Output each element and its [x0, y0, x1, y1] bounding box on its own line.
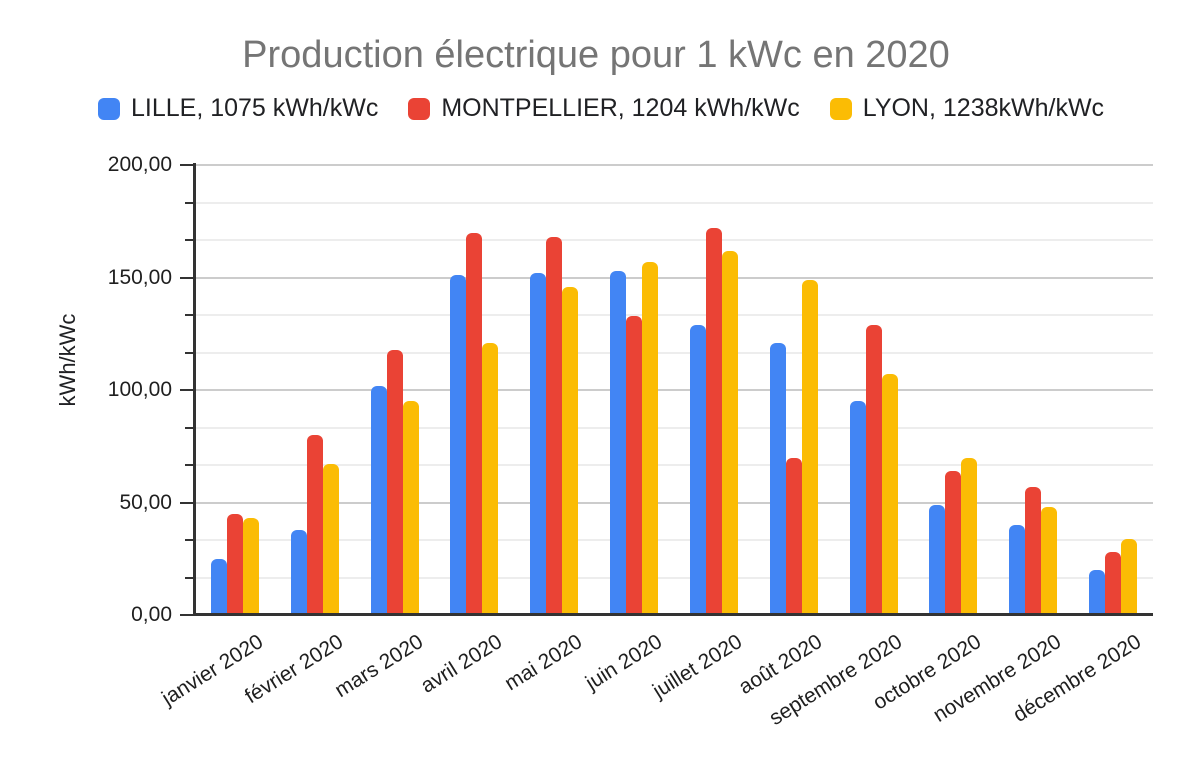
bar-lille-juillet-2020[interactable] [689, 324, 706, 615]
bar-lyon-octobre-2020[interactable] [961, 457, 978, 615]
bar-montpellier-avril-2020[interactable] [466, 232, 483, 615]
legend-swatch-montpellier [408, 97, 431, 120]
bar-montpellier-decembre-2020[interactable] [1105, 552, 1122, 615]
y-axis-tick-label: 200,00 [107, 153, 172, 176]
bar-group-fevrier-2020 [275, 165, 355, 615]
y-axis-tick-label: 50,00 [119, 490, 172, 514]
bar-lille-juin-2020[interactable] [610, 270, 627, 615]
bar-group-janvier-2020 [195, 165, 275, 615]
bar-montpellier-octobre-2020[interactable] [945, 471, 962, 615]
y-axis-tick [185, 314, 193, 316]
bar-lille-octobre-2020[interactable] [929, 504, 946, 615]
bar-group-mai-2020 [514, 165, 594, 615]
gridline [195, 426, 1153, 429]
bar-lyon-juin-2020[interactable] [642, 261, 659, 615]
bar-lille-mai-2020[interactable] [530, 273, 547, 615]
legend: LILLE, 1075 kWh/kWc MONTPELLIER, 1204 kWh… [98, 94, 1104, 123]
y-axis-tick [185, 201, 193, 204]
gridline [195, 351, 1153, 354]
bar-group-octobre-2020 [914, 165, 994, 615]
legend-item-label: LYON, 1238kWh/kWc [862, 94, 1105, 122]
bar-group-juillet-2020 [674, 165, 754, 615]
bar-lyon-janvier-2020[interactable] [242, 518, 259, 615]
bar-group-novembre-2020 [993, 165, 1073, 615]
bar-lyon-novembre-2020[interactable] [1041, 507, 1058, 615]
bar-montpellier-janvier-2020[interactable] [226, 513, 243, 615]
bar-lille-avril-2020[interactable] [450, 275, 467, 615]
x-axis-label: décembre 2020 [1009, 630, 1146, 727]
gridline [195, 576, 1153, 579]
bar-lyon-mai-2020[interactable] [562, 286, 579, 615]
bar-montpellier-mai-2020[interactable] [546, 237, 563, 615]
bar-lyon-juillet-2020[interactable] [721, 250, 738, 615]
gridline [195, 501, 1153, 504]
y-axis-tick [185, 239, 193, 241]
bar-lyon-fevrier-2020[interactable] [322, 464, 339, 615]
bar-group-septembre-2020 [834, 165, 914, 615]
bar-lyon-aout-2020[interactable] [801, 279, 818, 615]
bar-lille-fevrier-2020[interactable] [290, 529, 307, 615]
legend-swatch-lille [98, 97, 120, 120]
bar-lyon-avril-2020[interactable] [482, 342, 499, 615]
gridline [195, 314, 1153, 316]
bar-lille-septembre-2020[interactable] [849, 401, 866, 615]
y-axis-tick-label: 150,00 [107, 265, 172, 289]
bar-group-avril-2020 [435, 165, 515, 615]
bar-lyon-mars-2020[interactable] [402, 401, 419, 615]
bar-lille-novembre-2020[interactable] [1009, 525, 1026, 615]
bar-group-decembre-2020 [1073, 165, 1153, 615]
gridline [195, 239, 1153, 241]
bar-lille-mars-2020[interactable] [370, 385, 387, 615]
bar-montpellier-juillet-2020[interactable] [705, 228, 722, 615]
gridline [195, 464, 1153, 466]
x-axis-line [193, 613, 1153, 616]
gridline [195, 389, 1153, 391]
bar-lille-decembre-2020[interactable] [1089, 570, 1106, 615]
x-axis-label: février 2020 [240, 630, 347, 709]
bar-group-juin-2020 [594, 165, 674, 615]
legend-item-label: LILLE, 1075 kWh/kWc [131, 94, 379, 122]
x-axis-label: août 2020 [734, 630, 826, 700]
legend-item-lyon[interactable]: LYON, 1238kWh/kWc [829, 94, 1105, 123]
y-axis-line [193, 163, 196, 616]
y-axis-tick [180, 389, 193, 391]
y-axis-tick [180, 164, 193, 166]
bar-lille-aout-2020[interactable] [769, 342, 786, 615]
y-axis-tick-label: 100,00 [107, 378, 172, 401]
bar-montpellier-septembre-2020[interactable] [865, 324, 882, 615]
chart-title: Production électrique pour 1 kWc en 2020 [242, 34, 950, 76]
y-axis-tick-label: 0,00 [131, 603, 172, 626]
bar-montpellier-novembre-2020[interactable] [1025, 486, 1042, 615]
legend-item-label: MONTPELLIER, 1204 kWh/kWc [441, 94, 800, 122]
plot-area [180, 163, 1153, 616]
y-axis-tick [185, 426, 193, 429]
bar-lyon-septembre-2020[interactable] [881, 374, 898, 615]
y-axis-tick [185, 464, 193, 466]
legend-swatch-lyon [829, 97, 852, 120]
bar-montpellier-fevrier-2020[interactable] [306, 435, 323, 615]
bar-lyon-decembre-2020[interactable] [1121, 538, 1138, 615]
y-axis-tick [185, 351, 193, 354]
gridline [195, 539, 1153, 541]
gridline [195, 276, 1153, 279]
y-axis-tick [180, 501, 193, 504]
legend-item-lille[interactable]: LILLE, 1075 kWh/kWc [98, 94, 378, 123]
y-axis-tick [180, 276, 193, 279]
bar-montpellier-aout-2020[interactable] [785, 457, 802, 615]
bar-lille-janvier-2020[interactable] [210, 558, 227, 615]
bar-group-aout-2020 [754, 165, 834, 615]
y-axis-tick [185, 539, 193, 541]
y-axis-tick [185, 576, 193, 579]
bar-group-mars-2020 [355, 165, 435, 615]
gridline [195, 201, 1153, 204]
y-axis-tick [180, 614, 193, 616]
legend-item-montpellier[interactable]: MONTPELLIER, 1204 kWh/kWc [408, 94, 800, 123]
bar-montpellier-juin-2020[interactable] [626, 315, 643, 615]
bar-montpellier-mars-2020[interactable] [386, 349, 403, 615]
gridline [195, 164, 1153, 166]
